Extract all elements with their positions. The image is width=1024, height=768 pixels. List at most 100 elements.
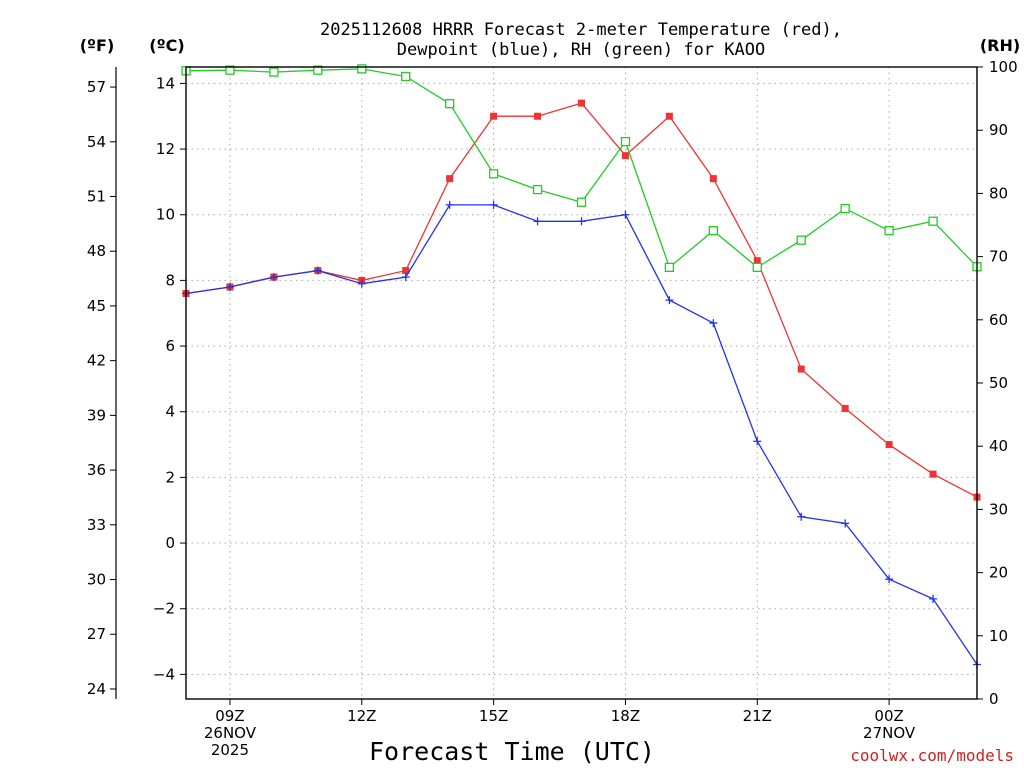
- rh-tick-label-40: 40: [989, 437, 1008, 455]
- frame-layer: [185, 66, 978, 700]
- chart-title-line2: Dewpoint (blue), RH (green) for KAOO: [397, 40, 765, 60]
- x-tick-label-2025: 2025: [211, 741, 249, 759]
- chart-title-line1: 2025112608 HRRR Forecast 2-meter Tempera…: [320, 20, 842, 40]
- series-temperature-point-19: [665, 112, 673, 120]
- fahrenheit-tick-label-27: 27: [87, 625, 106, 643]
- series-dewpoint-line: [185, 204, 978, 665]
- celsius-tick-label-6: 6: [165, 337, 175, 355]
- series-dewpoint-point-14: [445, 200, 454, 209]
- rh-tick-label-10: 10: [989, 627, 1008, 645]
- fahrenheit-tick-label-24: 24: [87, 680, 106, 698]
- rh-tick-label-0: 0: [989, 690, 999, 708]
- x-tick-label-21z: 21Z: [743, 707, 772, 725]
- series-rh-point-19: [664, 262, 675, 272]
- x-tick-label-00z: 00Z: [874, 707, 903, 725]
- series-rh-point-13: [401, 71, 411, 82]
- series-dewpoint-point-10: [269, 273, 278, 282]
- fahrenheit-tick-label-54: 54: [87, 133, 106, 151]
- series-temperature-point-25: [929, 470, 937, 478]
- fahrenheit-unit-label: (ºF): [80, 36, 115, 55]
- celsius-tick-label-10: 10: [156, 206, 175, 224]
- series-rh-point-11: [313, 65, 323, 75]
- series-dewpoint-point-15: [489, 200, 498, 209]
- series-temperature-point-13: [402, 267, 410, 275]
- series-temperature-point-24: [885, 441, 893, 449]
- grid: [186, 67, 977, 699]
- fahrenheit-tick-label-51: 51: [87, 188, 106, 206]
- series-temperature-point-17: [578, 99, 585, 107]
- series-rh-point-17: [576, 197, 587, 207]
- celsius-unit-label: (ºC): [149, 36, 184, 55]
- fahrenheit-tick-label-30: 30: [87, 571, 106, 589]
- series-dewpoint-point-24: [885, 575, 894, 584]
- fahrenheit-tick-label-33: 33: [87, 516, 106, 534]
- series-rh-point-25: [928, 216, 938, 226]
- fahrenheit-tick-label-39: 39: [87, 406, 106, 424]
- series-rh-point-22: [796, 235, 806, 245]
- x-tick-label-18z: 18Z: [611, 707, 640, 725]
- series-temperature: [182, 99, 981, 501]
- series-dewpoint-point-21: [753, 437, 762, 446]
- celsius-tick-label-0: 0: [165, 534, 175, 552]
- series-dewpoint-point-23: [841, 519, 850, 528]
- x-tick-label-15z: 15Z: [479, 707, 508, 725]
- fahrenheit-tick-label-42: 42: [87, 352, 106, 370]
- series-rh-point-20: [708, 226, 718, 236]
- series-temperature-line: [185, 102, 978, 498]
- celsius-tick-label-14: 14: [156, 74, 175, 92]
- series-temperature-point-22: [797, 365, 805, 373]
- series-temperature-point-21: [753, 257, 761, 265]
- series-rh-line: [185, 68, 978, 269]
- rh-tick-label-50: 50: [989, 374, 1008, 392]
- series-dewpoint: [182, 200, 981, 669]
- series-temperature-point-15: [490, 112, 498, 120]
- series-dewpoint-point-20: [709, 319, 718, 328]
- series-dewpoint-point-11: [313, 266, 322, 275]
- rh-unit-label: (RH): [980, 36, 1020, 55]
- series-rh-point-10: [269, 67, 279, 77]
- celsius-tick-label--2: −2: [153, 600, 175, 618]
- series-temperature-point-20: [709, 175, 717, 183]
- fahrenheit-tick-label-48: 48: [87, 242, 106, 260]
- series-rh-point-18: [620, 136, 631, 147]
- celsius-tick-label-8: 8: [165, 271, 175, 289]
- series-dewpoint-point-9: [225, 282, 234, 291]
- series-dewpoint-point-25: [929, 594, 938, 603]
- rh-tick-label-90: 90: [989, 121, 1008, 139]
- series-dewpoint-point-16: [533, 217, 542, 226]
- rh-tick-label-30: 30: [989, 500, 1008, 518]
- series-dewpoint-point-12: [357, 279, 366, 288]
- series-layer: [181, 64, 982, 669]
- series-temperature-point-16: [534, 112, 542, 120]
- series-rh-point-9: [225, 65, 235, 75]
- rh-tick-label-70: 70: [989, 248, 1008, 266]
- series-rh-point-15: [488, 169, 499, 179]
- rh-tick-label-100: 100: [989, 58, 1018, 76]
- series-dewpoint-point-22: [797, 512, 806, 521]
- rh-tick-label-20: 20: [989, 564, 1008, 582]
- series-rh-point-23: [840, 203, 850, 214]
- series-dewpoint-point-13: [401, 273, 410, 282]
- fahrenheit-tick-label-45: 45: [87, 297, 106, 315]
- series-dewpoint-point-17: [577, 217, 586, 226]
- celsius-tick-label-4: 4: [165, 403, 175, 421]
- fahrenheit-tick-label-36: 36: [87, 461, 106, 479]
- rh-tick-label-60: 60: [989, 311, 1008, 329]
- series-rh-point-21: [752, 262, 762, 272]
- series-dewpoint-point-19: [665, 296, 674, 305]
- series-rh-point-24: [884, 226, 894, 236]
- series-rh-point-12: [357, 64, 367, 74]
- series-rh-point-14: [445, 99, 455, 109]
- x-tick-label-12z: 12Z: [347, 707, 376, 725]
- series-temperature-point-18: [621, 152, 629, 160]
- series-rh: [181, 64, 982, 272]
- celsius-tick-label--4: −4: [153, 665, 175, 683]
- x-tick-label-09z: 09Z: [215, 707, 244, 725]
- series-dewpoint-point-18: [621, 210, 630, 219]
- celsius-tick-label-2: 2: [165, 468, 175, 486]
- series-temperature-point-14: [446, 175, 454, 183]
- celsius-tick-label-12: 12: [156, 140, 175, 158]
- x-tick-label-27nov: 27NOV: [863, 724, 916, 742]
- x-tick-label-26nov: 26NOV: [204, 724, 257, 742]
